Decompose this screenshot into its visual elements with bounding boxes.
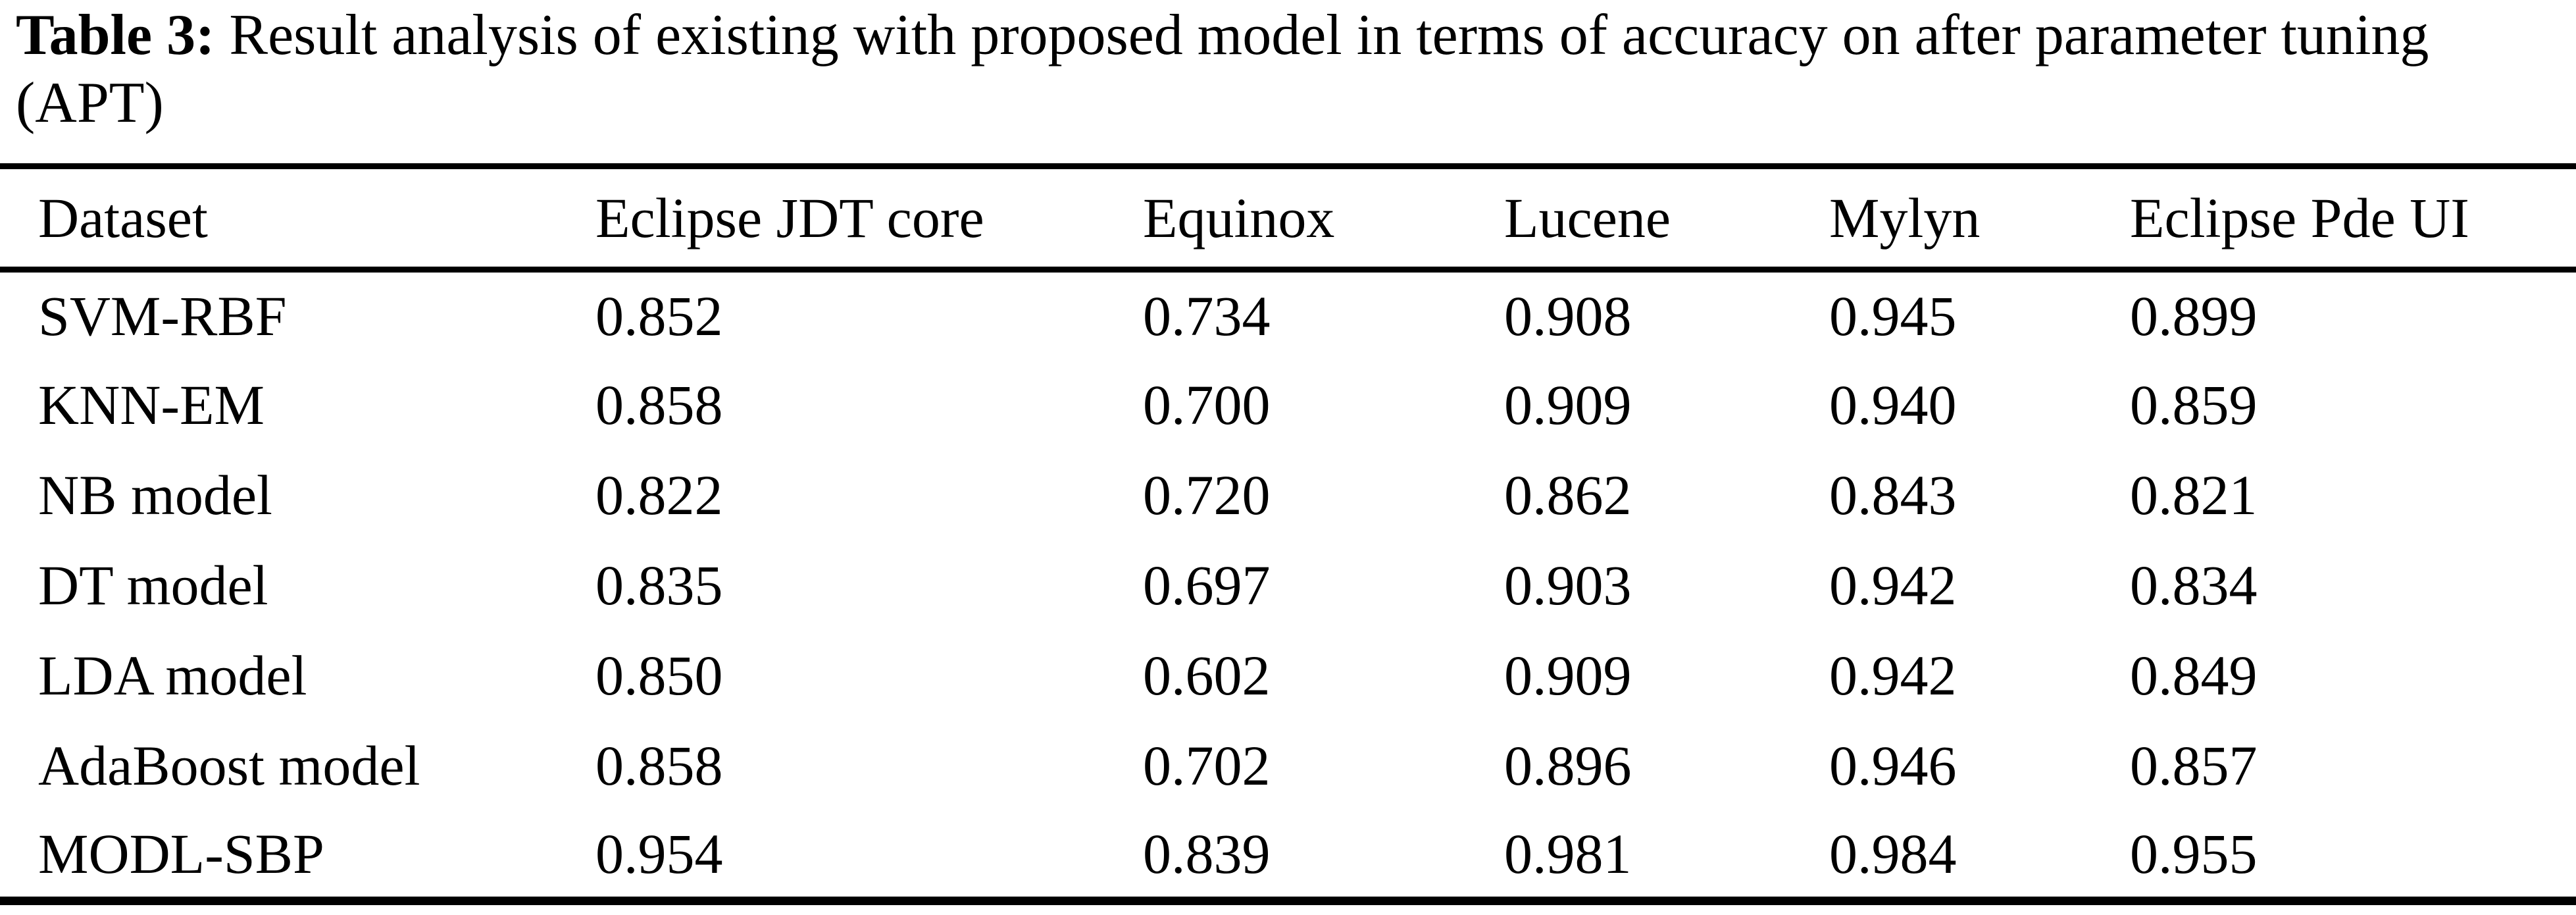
row-label: AdaBoost model [38, 734, 420, 797]
cell-value: 0.955 [2130, 822, 2258, 885]
cell-value: 0.850 [595, 644, 723, 707]
cell-value: 0.857 [2130, 734, 2258, 797]
col-header-lucene: Lucene [1504, 186, 1671, 249]
cell-value: 0.734 [1143, 284, 1271, 348]
cell-value: 0.942 [1829, 554, 1957, 617]
row-label: MODL-SBP [38, 822, 324, 885]
cell-value: 0.839 [1143, 822, 1271, 885]
col-header-eclipse-pde-ui: Eclipse Pde UI [2130, 186, 2469, 249]
col-header-mylyn: Mylyn [1829, 186, 1981, 249]
cell-value: 0.940 [1829, 373, 1957, 436]
table-row: DT model 0.835 0.697 0.903 0.942 0.834 [0, 540, 2576, 631]
row-label: DT model [38, 554, 268, 617]
cell-value: 0.981 [1504, 822, 1632, 885]
row-label: NB model [38, 463, 272, 527]
cell-value: 0.984 [1829, 822, 1957, 885]
cell-value: 0.858 [595, 373, 723, 436]
cell-value: 0.821 [2130, 463, 2258, 527]
cell-value: 0.602 [1143, 644, 1271, 707]
table-caption-line2: (APT) [16, 71, 164, 135]
table-caption: Table 3: Result analysis of existing wit… [16, 1, 2429, 137]
cell-value: 0.843 [1829, 463, 1957, 527]
cell-value: 0.945 [1829, 284, 1957, 348]
header-row: Dataset Eclipse JDT core Equinox Lucene … [0, 167, 2576, 270]
table-row: SVM-RBF 0.852 0.734 0.908 0.945 0.899 [0, 270, 2576, 360]
cell-value: 0.862 [1504, 463, 1632, 527]
cell-value: 0.849 [2130, 644, 2258, 707]
cell-value: 0.834 [2130, 554, 2258, 617]
cell-value: 0.700 [1143, 373, 1271, 436]
cell-value: 0.942 [1829, 644, 1957, 707]
table-row: LDA model 0.850 0.602 0.909 0.942 0.849 [0, 631, 2576, 721]
table-row: AdaBoost model 0.858 0.702 0.896 0.946 0… [0, 721, 2576, 811]
cell-value: 0.858 [595, 734, 723, 797]
row-label: SVM-RBF [38, 284, 287, 348]
cell-value: 0.946 [1829, 734, 1957, 797]
table-row: MODL-SBP 0.954 0.839 0.981 0.984 0.955 [0, 811, 2576, 901]
cell-value: 0.899 [2130, 284, 2258, 348]
cell-value: 0.720 [1143, 463, 1271, 527]
cell-value: 0.852 [595, 284, 723, 348]
col-header-dataset: Dataset [38, 186, 208, 249]
cell-value: 0.835 [595, 554, 723, 617]
row-label: LDA model [38, 644, 307, 707]
col-header-equinox: Equinox [1143, 186, 1335, 249]
table-caption-text: Result analysis of existing with propose… [229, 3, 2429, 67]
table-row: NB model 0.822 0.720 0.862 0.843 0.821 [0, 450, 2576, 540]
results-table: Dataset Eclipse JDT core Equinox Lucene … [0, 163, 2576, 905]
cell-value: 0.954 [595, 822, 723, 885]
cell-value: 0.909 [1504, 644, 1632, 707]
table-row: KNN-EM 0.858 0.700 0.909 0.940 0.859 [0, 360, 2576, 450]
cell-value: 0.903 [1504, 554, 1632, 617]
cell-value: 0.908 [1504, 284, 1632, 348]
cell-value: 0.697 [1143, 554, 1271, 617]
row-label: KNN-EM [38, 373, 265, 436]
cell-value: 0.859 [2130, 373, 2258, 436]
col-header-eclipse-jdt-core: Eclipse JDT core [595, 186, 984, 249]
cell-value: 0.896 [1504, 734, 1632, 797]
cell-value: 0.822 [595, 463, 723, 527]
cell-value: 0.702 [1143, 734, 1271, 797]
cell-value: 0.909 [1504, 373, 1632, 436]
table-caption-label: Table 3: [16, 3, 215, 67]
